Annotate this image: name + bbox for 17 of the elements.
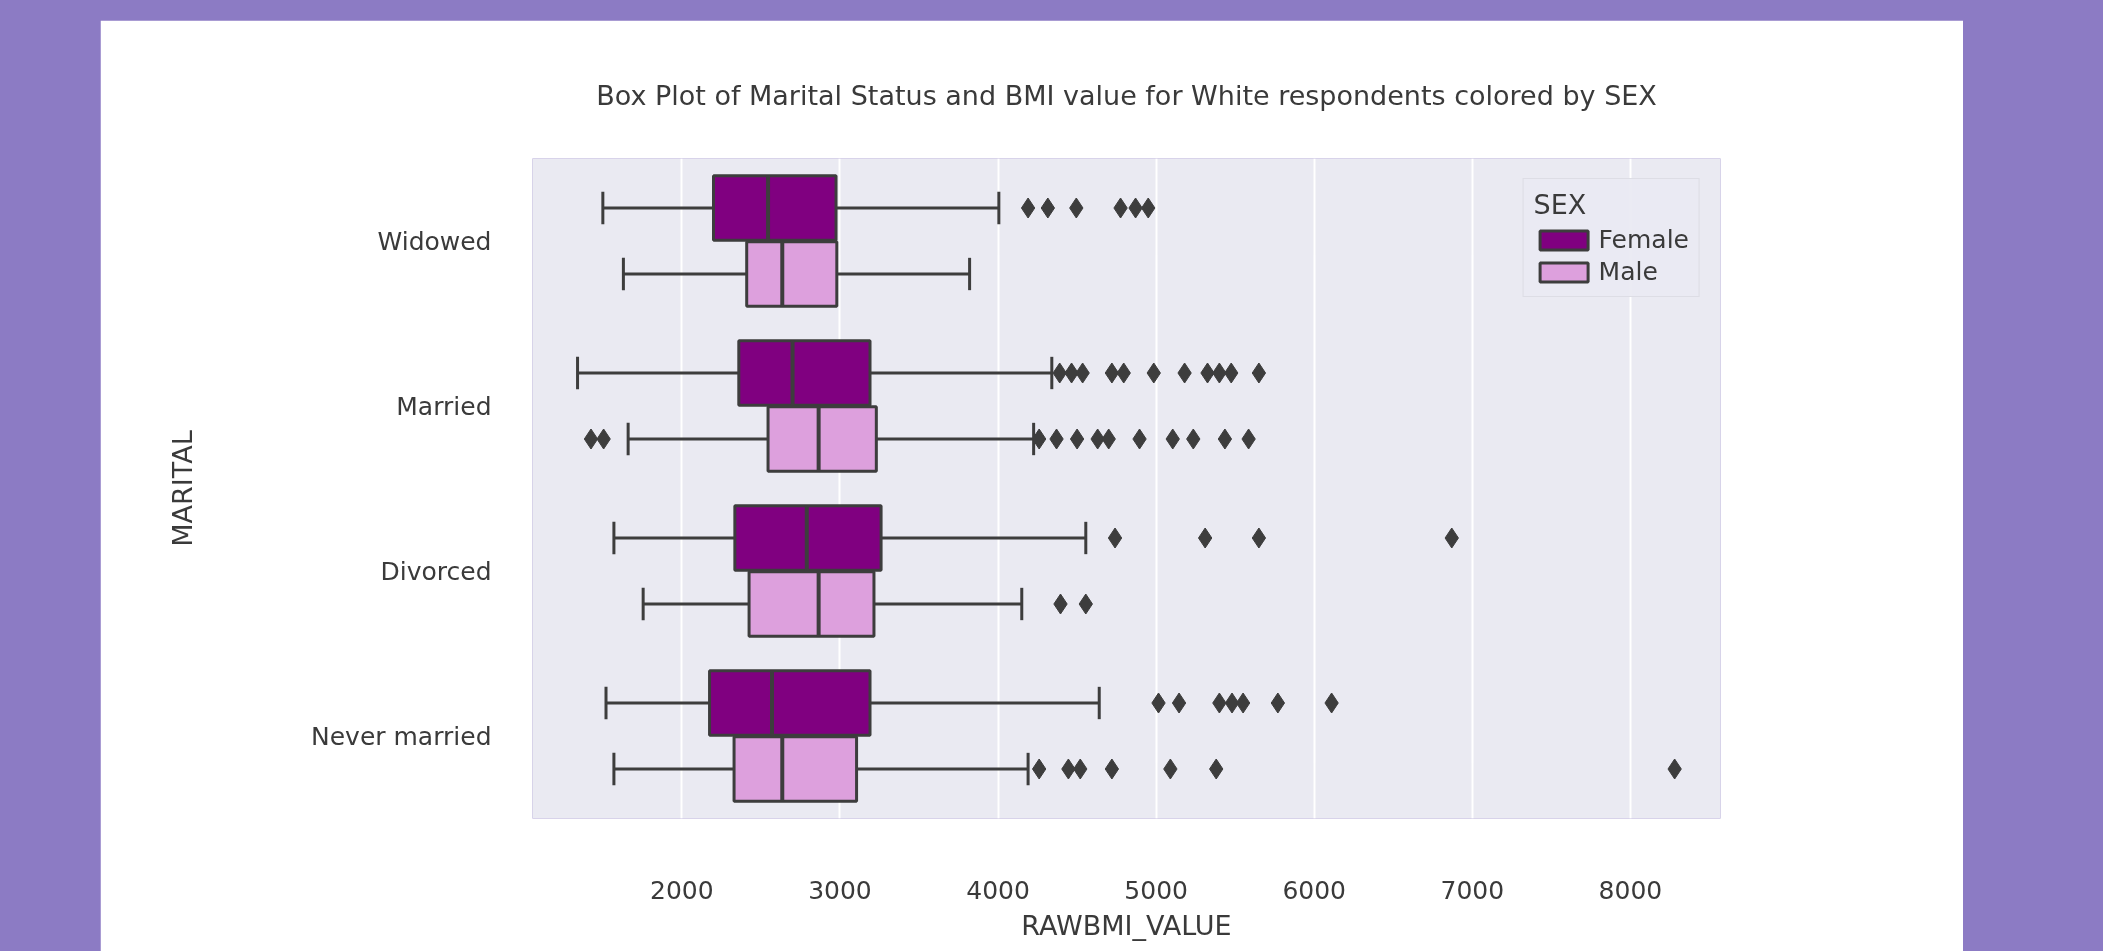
x-tick-label: 6000 [1282, 875, 1347, 905]
y-axis-title: MARITAL [167, 430, 199, 547]
y-tick-label: Married [396, 391, 492, 421]
legend-label: Female [1598, 225, 1689, 254]
y-tick-label: Widowed [377, 226, 492, 256]
x-tick-label: 7000 [1440, 875, 1505, 905]
y-tick-label: Divorced [380, 556, 492, 586]
x-tick-label: 4000 [966, 875, 1030, 905]
y-tick-label: Never married [311, 721, 492, 751]
x-tick-label: 2000 [650, 875, 714, 905]
x-axis-title: RAWBMI_VALUE [1021, 909, 1232, 941]
legend-title: SEX [1533, 189, 1588, 220]
x-tick-label: 3000 [808, 875, 872, 905]
chart-title: Box Plot of Marital Status and BMI value for White respondents colored by SEX [596, 80, 1657, 111]
x-tick-label: 8000 [1598, 875, 1663, 905]
legend-label: Male [1598, 257, 1658, 286]
x-tick-label: 5000 [1124, 875, 1188, 905]
